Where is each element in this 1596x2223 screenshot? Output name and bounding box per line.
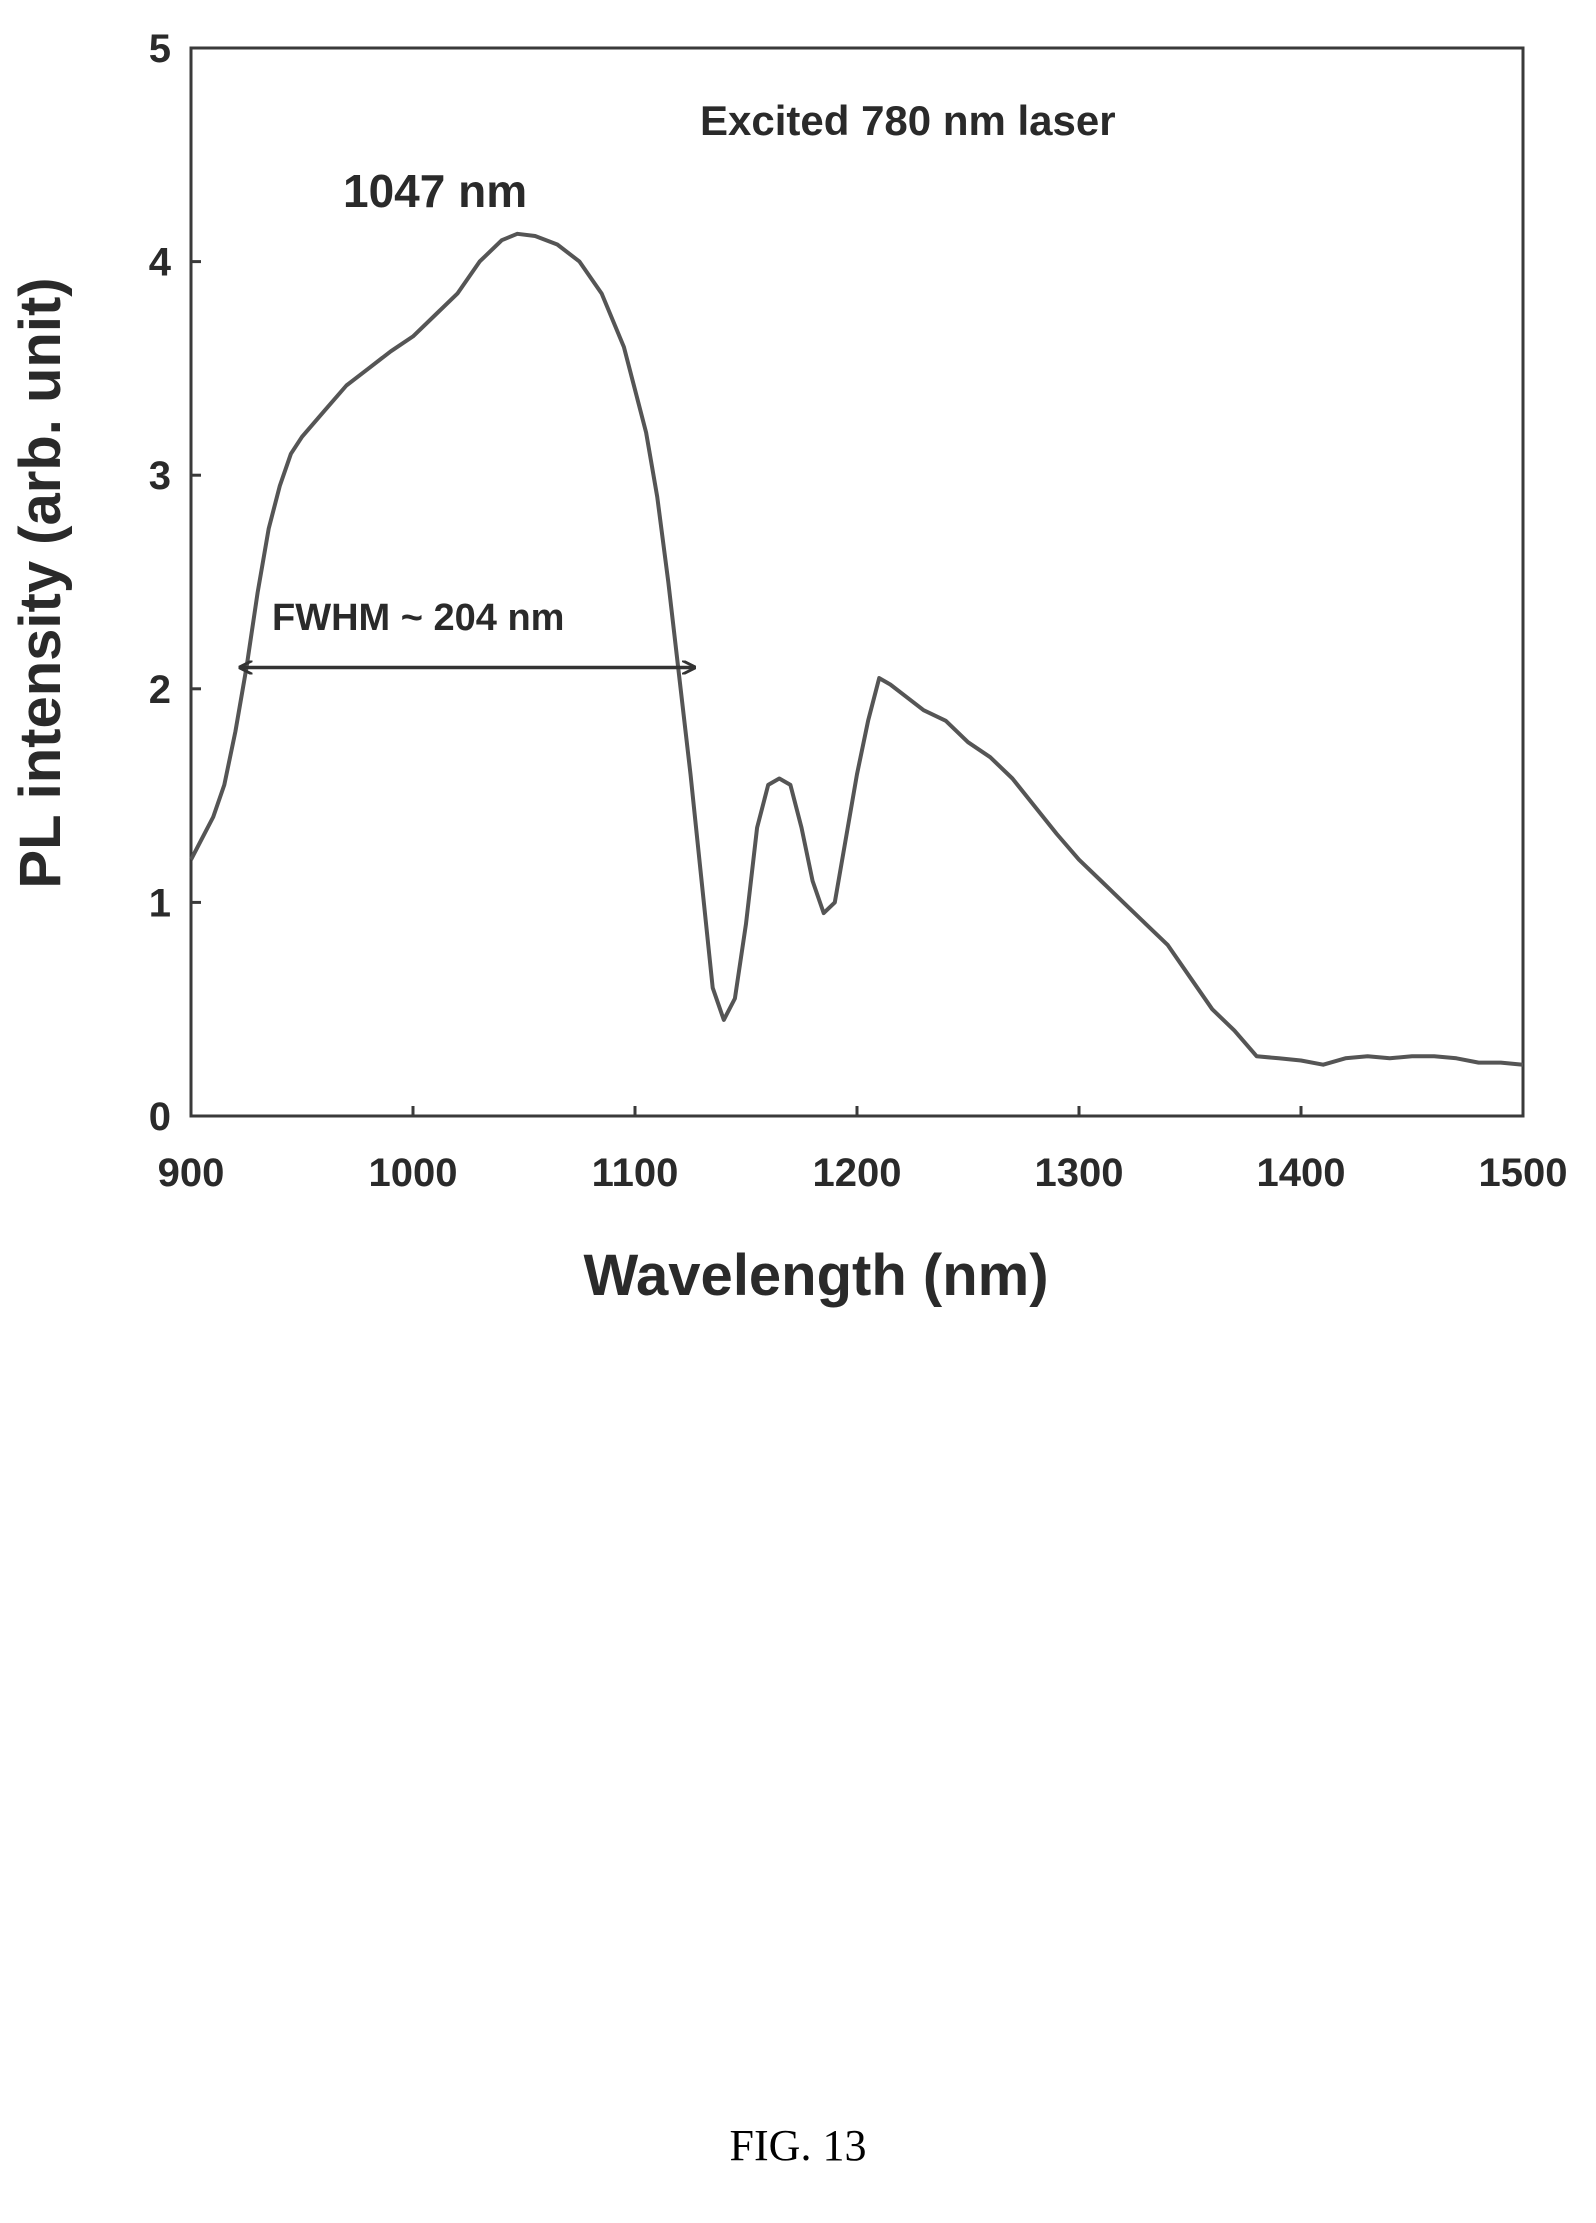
laser-annotation: Excited 780 nm laser <box>700 97 1116 144</box>
fwhm-annotation: FWHM ~ 204 nm <box>272 597 564 639</box>
pl-spectrum-line <box>189 231 1524 1067</box>
x-tick-label: 1100 <box>592 1151 679 1195</box>
x-tick-label: 1000 <box>369 1151 458 1195</box>
y-tick-label: 0 <box>149 1095 171 1139</box>
y-tick-label: 4 <box>149 241 172 285</box>
y-tick-label: 1 <box>149 881 171 925</box>
x-axis-ticks: 900 1000 1100 1200 1300 1400 1500 <box>158 1106 1568 1195</box>
y-axis-ticks: 0 1 2 3 4 5 <box>149 27 201 1139</box>
y-axis-title: PL intensity (arb. unit) <box>8 277 73 888</box>
y-tick-label: 3 <box>149 454 171 498</box>
x-axis-title: Wavelength (nm) <box>583 1243 1048 1308</box>
figure-caption: FIG. 13 <box>729 2121 867 2170</box>
x-tick-label: 1300 <box>1035 1151 1124 1195</box>
x-tick-label: 1400 <box>1257 1151 1346 1195</box>
y-tick-label: 5 <box>149 27 171 71</box>
y-tick-label: 2 <box>149 668 171 712</box>
x-tick-label: 900 <box>158 1151 225 1195</box>
peak-annotation: 1047 nm <box>343 165 527 217</box>
x-tick-label: 1200 <box>813 1151 902 1195</box>
x-tick-label: 1500 <box>1479 1151 1568 1195</box>
